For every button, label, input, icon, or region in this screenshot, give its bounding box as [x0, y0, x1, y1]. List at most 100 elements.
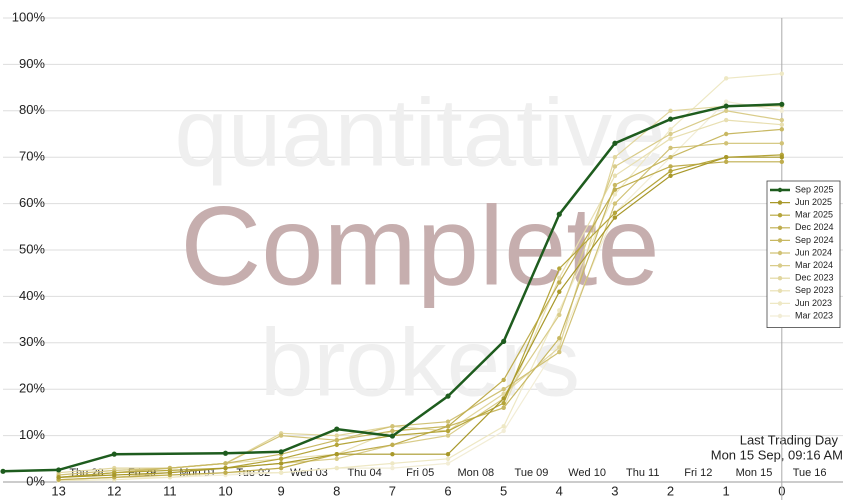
series-line — [2, 103, 782, 473]
data-point — [334, 426, 340, 432]
x-tick-label: 12 — [107, 483, 121, 498]
y-tick-label: 80% — [19, 102, 45, 117]
data-point — [445, 424, 451, 429]
data-point — [501, 424, 506, 429]
series-line — [58, 161, 782, 481]
data-point — [390, 451, 395, 457]
data-point — [223, 470, 228, 475]
data-point — [501, 405, 506, 410]
data-point — [779, 155, 785, 160]
series-line — [58, 128, 782, 478]
data-point — [445, 428, 451, 434]
data-point — [668, 131, 673, 137]
data-point — [723, 131, 729, 137]
data-point — [222, 450, 229, 456]
x-tick-label: 11 — [163, 483, 177, 498]
legend-label: Jun 2025 — [795, 197, 832, 207]
date-tick-label: Tue 09 — [515, 467, 549, 479]
data-point — [501, 391, 506, 397]
data-point — [668, 173, 673, 178]
data-point — [557, 280, 562, 285]
data-point — [445, 393, 451, 399]
data-point — [501, 400, 506, 406]
x-tick-label: 13 — [51, 483, 65, 498]
data-point — [612, 201, 618, 206]
data-point — [779, 108, 785, 114]
legend-label: Jun 2023 — [795, 298, 832, 308]
legend-marker — [777, 250, 783, 256]
data-point — [668, 155, 673, 160]
date-tick-label: Mon 15 — [736, 467, 773, 479]
data-point — [612, 140, 618, 146]
data-point — [779, 101, 785, 107]
date-tick-label: Wed 10 — [568, 467, 606, 479]
data-point — [723, 117, 729, 123]
y-tick-label: 20% — [19, 381, 45, 396]
legend-marker — [777, 313, 783, 319]
data-point — [56, 475, 61, 480]
data-point — [612, 210, 618, 216]
data-point — [612, 173, 618, 178]
y-tick-label: 40% — [19, 288, 45, 303]
data-point — [334, 451, 339, 457]
legend-marker — [777, 238, 783, 243]
data-point — [723, 103, 729, 109]
data-point — [278, 433, 284, 438]
data-point — [723, 155, 729, 160]
data-point — [723, 76, 729, 81]
data-point — [501, 428, 506, 434]
data-point — [723, 108, 729, 114]
data-point — [445, 433, 451, 438]
x-tick-label: 9 — [278, 483, 285, 498]
legend-marker — [777, 288, 783, 293]
annotation: Last Trading Day — [740, 432, 839, 447]
y-tick-label: 70% — [19, 149, 45, 164]
series-line — [58, 154, 782, 478]
data-point — [779, 71, 785, 76]
data-point — [278, 461, 284, 466]
data-point — [612, 164, 618, 169]
y-tick-label: 30% — [19, 334, 45, 349]
legend-marker — [777, 276, 783, 281]
data-point — [334, 433, 339, 438]
legend-label: Mar 2025 — [795, 210, 833, 220]
data-point — [334, 438, 339, 443]
legend-marker — [777, 213, 783, 218]
y-tick-label: 10% — [19, 427, 45, 442]
data-point — [668, 145, 673, 151]
watermark: brokers — [260, 309, 580, 416]
data-point — [278, 465, 284, 471]
data-point — [557, 349, 562, 355]
data-point — [278, 449, 284, 455]
data-point — [223, 461, 228, 466]
data-point — [668, 168, 673, 174]
date-tick-label: Wed 03 — [290, 467, 328, 479]
data-point — [334, 442, 339, 448]
data-point — [668, 108, 673, 114]
data-point — [112, 472, 117, 478]
data-point — [389, 433, 396, 439]
data-point — [501, 387, 506, 392]
data-point — [723, 141, 729, 146]
data-point — [667, 116, 674, 122]
annotation: Mon 15 Sep, 09:16 AM — [711, 447, 843, 462]
legend-label: Mar 2024 — [795, 260, 833, 270]
y-tick-label: 90% — [19, 56, 45, 71]
data-point — [723, 159, 729, 165]
data-point — [557, 335, 562, 341]
data-point — [445, 451, 451, 457]
data-point — [612, 187, 618, 192]
series-line — [58, 156, 782, 478]
data-point — [445, 419, 451, 424]
x-tick-label: 10 — [218, 483, 232, 498]
legend-marker — [777, 263, 783, 268]
x-tick-label: 3 — [611, 483, 618, 498]
series-line — [58, 73, 782, 482]
legend-marker — [777, 187, 783, 193]
data-point — [668, 136, 673, 141]
data-point — [0, 468, 6, 474]
x-tick-label: 7 — [389, 483, 396, 498]
data-point — [390, 428, 395, 434]
y-tick-label: 50% — [19, 241, 45, 256]
